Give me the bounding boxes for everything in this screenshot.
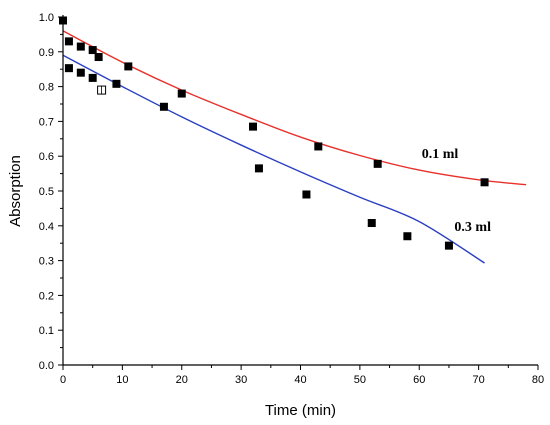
data-point-series-1 [249,122,257,131]
x-axis-title: Time (min) [265,402,336,419]
fit-curve-1 [62,30,527,186]
data-point-series-2 [302,190,311,199]
data-points [59,16,489,250]
data-point-series-1 [94,53,103,62]
open-data-point [97,85,107,95]
data-point-series-2 [88,73,97,82]
x-tick-label: 10 [116,374,128,386]
y-tick-label: 0.0 [39,360,54,372]
y-tick-label: 0.8 [39,82,54,94]
x-tick-label: 80 [532,374,544,386]
y-tick-label: 0.4 [39,221,54,233]
x-tick-label: 50 [354,374,366,386]
data-point-series-1 [76,42,85,51]
series-label-2: 0.3 ml [454,220,491,235]
labels: Time (min) Absorption 0.1 ml 0.3 ml [7,147,491,419]
x-tick-label: 40 [294,374,306,386]
x-tick-label: 0 [60,374,66,386]
y-axis-title: Absorption [7,155,24,227]
data-point-series-1 [177,89,186,98]
series-label-1: 0.1 ml [422,147,459,162]
data-point-series-2 [367,219,376,228]
data-point-series-1 [64,37,73,46]
y-tick-label: 0.1 [39,325,54,337]
y-tick-label: 0.2 [39,290,54,302]
data-point-series-1 [124,62,133,71]
y-tick-label: 0.7 [39,116,54,128]
data-point-series-2 [403,232,412,241]
x-tick-label: 70 [473,374,485,386]
data-point-series-2 [444,241,453,250]
x-tick-label: 20 [176,374,188,386]
y-tick-label: 0.6 [39,151,54,163]
y-tick-label: 0.9 [39,47,54,59]
data-point-series-2 [64,64,73,73]
data-point-series-2 [254,164,263,173]
y-tick-label: 1.0 [39,12,54,24]
data-point-series-1 [480,178,489,187]
fit-curve-2 [62,54,485,264]
x-tick-label: 60 [413,374,425,386]
data-point-series-2 [76,68,85,77]
data-point-series-2 [159,102,168,111]
axes: 0 10 20 30 40 50 60 70 80 0.0 0.1 0.2 0.3 0.4 0.5 0.6 0.… [39,12,544,386]
x-tick-label: 30 [235,374,247,386]
fit-curves [62,30,527,264]
data-point-series-1 [314,142,323,151]
y-tick-label: 0.3 [39,256,54,268]
data-point-series-2 [112,79,121,88]
data-point-series-1 [88,46,97,55]
y-tick-label: 0.5 [39,186,54,198]
data-point-series-1 [373,159,382,168]
